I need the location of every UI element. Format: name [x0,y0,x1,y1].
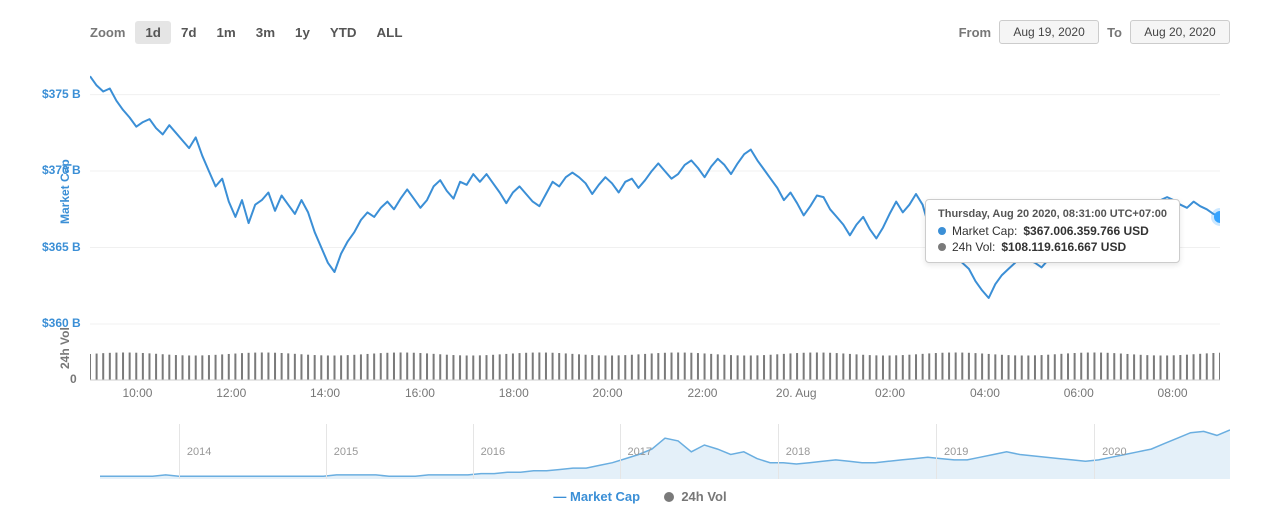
zoom-button-1d[interactable]: 1d [135,21,171,44]
legend-volume: 24h Vol [664,489,727,504]
ytick-label: $375 B [42,87,81,101]
xtick-label: 22:00 [687,386,717,400]
navigator-svg [100,424,1230,479]
navigator-year-label: 2017 [628,446,652,458]
xtick-label: 12:00 [216,386,246,400]
ytick-label: $365 B [42,240,81,254]
legend-line-icon: — [553,489,566,504]
legend-dot-icon [664,492,674,502]
navigator-year-label: 2015 [334,446,358,458]
tooltip-dot-icon [938,243,946,251]
navigator-year-label: 2018 [786,446,810,458]
xtick-label: 16:00 [405,386,435,400]
tooltip-title: Thursday, Aug 20 2020, 08:31:00 UTC+07:0… [938,208,1167,220]
from-date-input[interactable]: Aug 19, 2020 [999,20,1099,44]
xtick-label: 10:00 [122,386,152,400]
chart-toolbar: Zoom 1d7d1m3m1yYTDALL From Aug 19, 2020 … [40,20,1240,44]
xtick-label: 04:00 [970,386,1000,400]
yaxis-label-volume: 24h Vol [58,327,72,369]
navigator-year-label: 2020 [1102,446,1126,458]
xtick-label: 06:00 [1064,386,1094,400]
tooltip-dot-icon [938,227,946,235]
to-date-input[interactable]: Aug 20, 2020 [1130,20,1230,44]
from-label: From [959,25,992,40]
legend-marketcap: — Market Cap [553,489,643,504]
xtick-label: 20:00 [593,386,623,400]
ytick-label: 0 [70,372,77,386]
xtick-label: 02:00 [875,386,905,400]
zoom-button-1y[interactable]: 1y [285,21,320,44]
chart-tooltip: Thursday, Aug 20 2020, 08:31:00 UTC+07:0… [925,199,1180,263]
navigator-year-label: 2014 [187,446,211,458]
chart-navigator[interactable]: 2014 2015 2016 2017 2018 2019 2020 [100,424,1230,479]
zoom-button-3m[interactable]: 3m [246,21,285,44]
ytick-label: $360 B [42,316,81,330]
zoom-button-7d[interactable]: 7d [171,21,207,44]
zoom-buttons: 1d7d1m3m1yYTDALL [135,21,412,44]
zoom-button-all[interactable]: ALL [367,21,413,44]
to-label: To [1107,25,1122,40]
zoom-label: Zoom [90,25,125,40]
date-range-group: From Aug 19, 2020 To Aug 20, 2020 [959,20,1230,44]
chart-container: Zoom 1d7d1m3m1yYTDALL From Aug 19, 2020 … [0,0,1280,505]
xtick-label: 14:00 [310,386,340,400]
navigator-year-label: 2016 [481,446,505,458]
xtick-label: 08:00 [1158,386,1188,400]
chart-legend: — Market Cap 24h Vol [40,489,1240,504]
zoom-button-ytd[interactable]: YTD [320,21,367,44]
zoom-button-1m[interactable]: 1m [207,21,246,44]
ytick-label: $370 B [42,163,81,177]
navigator-year-label: 2019 [944,446,968,458]
xtick-label: 18:00 [499,386,529,400]
tooltip-row: Market Cap: $367.006.359.766 USD [938,224,1167,238]
zoom-group: Zoom 1d7d1m3m1yYTDALL [90,21,412,44]
main-chart-area[interactable]: Market Cap 24h Vol $360 B$365 B$370 B$37… [90,64,1230,384]
xtick-label: 20. Aug [776,386,817,400]
tooltip-row: 24h Vol: $108.119.616.667 USD [938,240,1167,254]
